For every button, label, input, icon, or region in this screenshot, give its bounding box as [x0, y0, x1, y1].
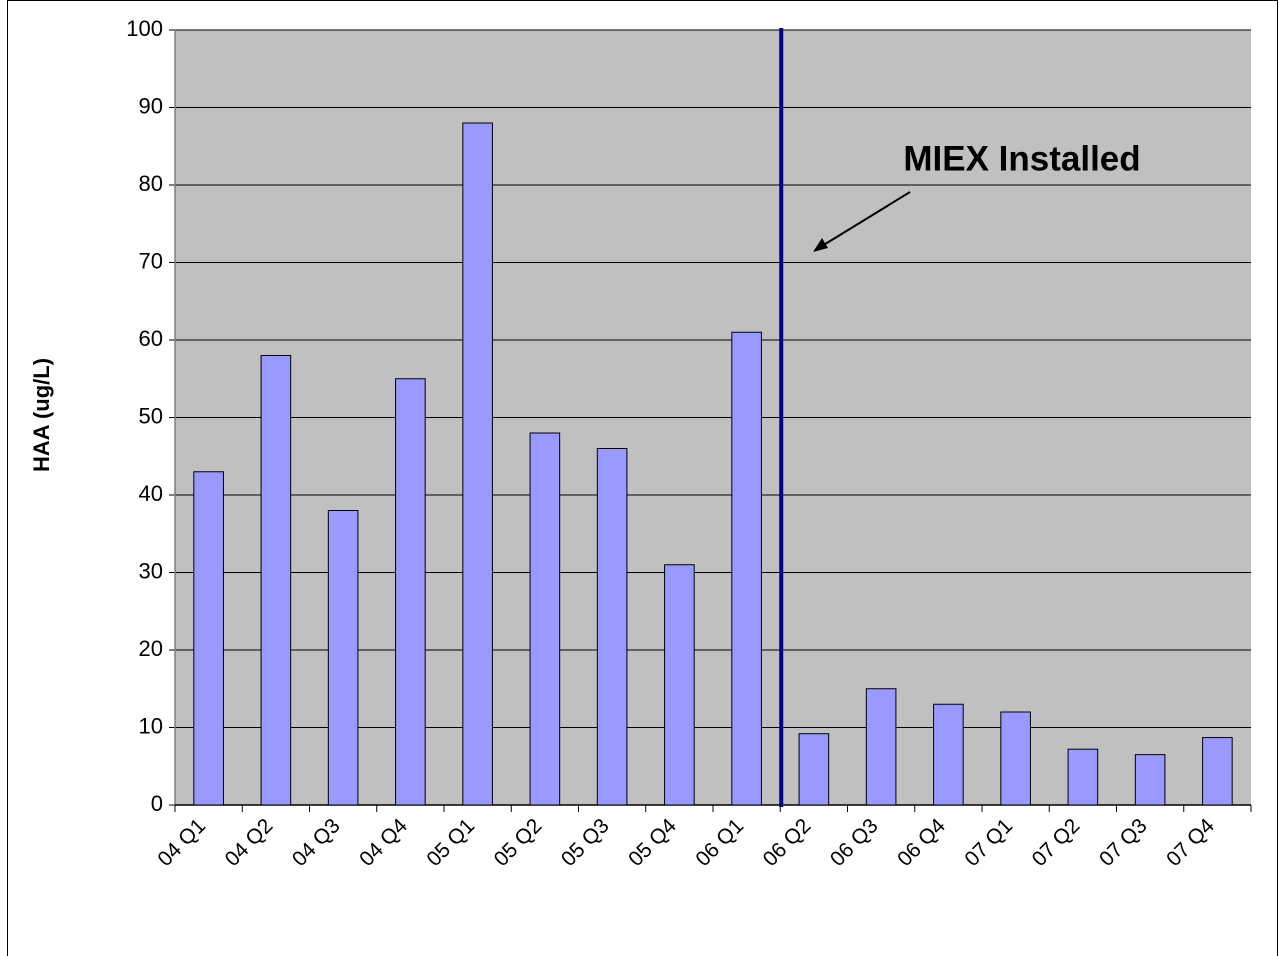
bar [933, 703, 964, 806]
y-tick-label: 60 [139, 326, 163, 351]
bar [664, 564, 695, 806]
bar [327, 510, 359, 806]
bar [462, 122, 493, 806]
y-tick-label: 50 [139, 403, 163, 428]
y-tick-label: 10 [139, 713, 163, 738]
bar [865, 688, 897, 806]
y-tick-label: 40 [139, 481, 163, 506]
bar [1067, 748, 1099, 806]
y-tick-label: 70 [139, 248, 163, 273]
y-tick-label: 90 [139, 93, 163, 118]
bar [1000, 711, 1031, 806]
y-tick-label: 0 [151, 791, 163, 816]
bar [798, 733, 830, 806]
y-tick-label: 100 [126, 16, 163, 41]
y-tick-label: 30 [139, 558, 163, 583]
bar [260, 355, 292, 806]
bar [193, 471, 224, 806]
bar [395, 378, 426, 806]
bar [529, 432, 561, 806]
y-tick-label: 20 [139, 636, 163, 661]
bar [731, 331, 762, 806]
arrow-head [813, 238, 828, 252]
y-axis-label: HAA (ug/L) [29, 358, 54, 472]
bar [1134, 754, 1166, 806]
y-tick-label: 80 [139, 171, 163, 196]
bar [1202, 737, 1233, 806]
bar [596, 448, 628, 806]
annotation-arrow [821, 191, 911, 247]
annotation-text: MIEX Installed [903, 139, 1140, 178]
